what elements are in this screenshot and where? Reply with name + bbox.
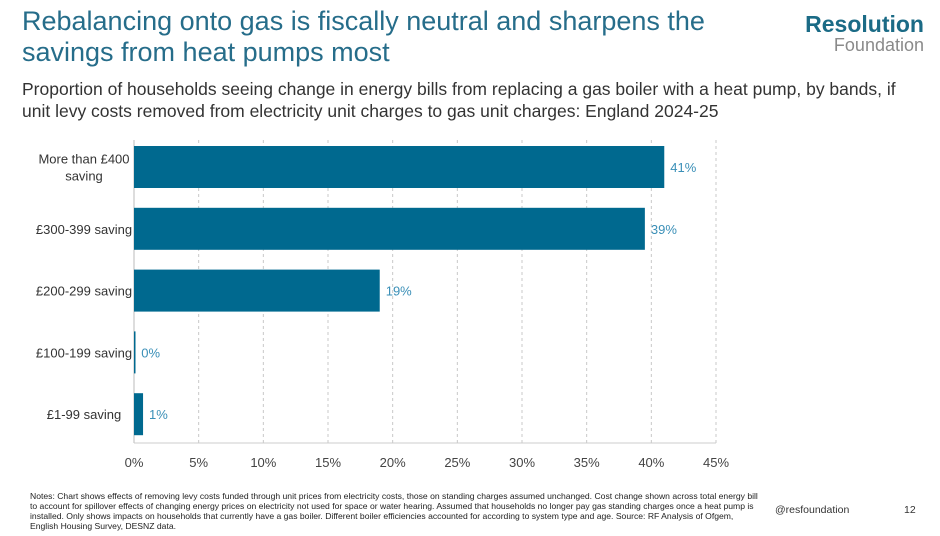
x-tick-label: 5% [189, 455, 208, 470]
data-label: 41% [670, 160, 696, 175]
category-label: £1-99 saving [47, 407, 121, 422]
data-label: 39% [651, 222, 677, 237]
category-label: saving [65, 169, 103, 184]
category-label: More than £400 [38, 152, 129, 167]
chart-title: Rebalancing onto gas is fiscally neutral… [22, 6, 705, 67]
x-tick-label: 40% [638, 455, 664, 470]
resolution-foundation-logo: Resolution Foundation [805, 12, 924, 54]
logo-line2: Foundation [833, 35, 924, 55]
x-tick-label: 10% [250, 455, 276, 470]
bar [134, 331, 136, 374]
logo-line1: Resolution [805, 11, 924, 37]
category-label: £100-199 saving [36, 345, 132, 360]
chart-subtitle: Proportion of households seeing change i… [22, 79, 896, 121]
chart-notes: Notes: Chart shows effects of removing l… [30, 491, 758, 531]
x-tick-label: 15% [315, 455, 341, 470]
x-tick-label: 20% [380, 455, 406, 470]
x-tick-label: 45% [703, 455, 729, 470]
page-number: 12 [904, 504, 916, 516]
data-label: 0% [141, 345, 160, 360]
bar [134, 393, 144, 436]
data-label: 1% [149, 407, 168, 422]
social-handle: @resfoundation [775, 504, 850, 516]
x-tick-label: 0% [125, 455, 144, 470]
category-label: £200-299 saving [36, 284, 132, 299]
x-tick-label: 25% [444, 455, 470, 470]
bar [134, 269, 380, 312]
category-label: £300-399 saving [36, 222, 132, 237]
x-tick-label: 30% [509, 455, 535, 470]
bar [134, 207, 645, 250]
bar [134, 146, 665, 188]
x-tick-label: 35% [574, 455, 600, 470]
data-label: 19% [386, 284, 412, 299]
